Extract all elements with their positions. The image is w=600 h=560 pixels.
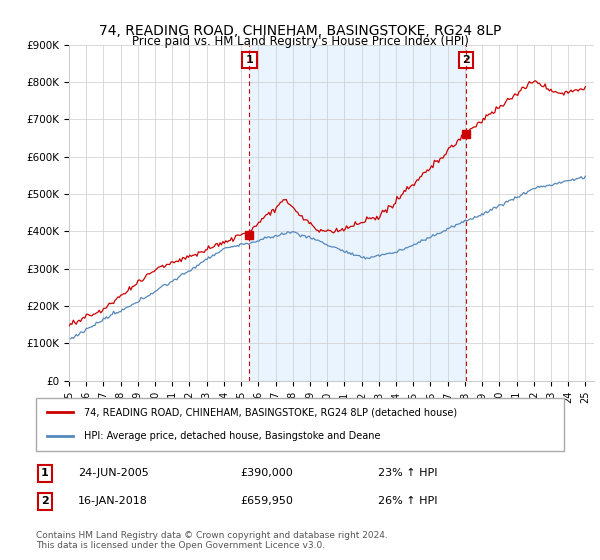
Text: 16-JAN-2018: 16-JAN-2018 xyxy=(78,496,148,506)
Text: 24-JUN-2005: 24-JUN-2005 xyxy=(78,468,149,478)
Text: 74, READING ROAD, CHINEHAM, BASINGSTOKE, RG24 8LP (detached house): 74, READING ROAD, CHINEHAM, BASINGSTOKE,… xyxy=(83,408,457,418)
Text: 1: 1 xyxy=(245,55,253,65)
Text: £390,000: £390,000 xyxy=(240,468,293,478)
Text: Price paid vs. HM Land Registry's House Price Index (HPI): Price paid vs. HM Land Registry's House … xyxy=(131,35,469,49)
Text: 26% ↑ HPI: 26% ↑ HPI xyxy=(378,496,437,506)
Text: 1: 1 xyxy=(41,468,49,478)
Text: HPI: Average price, detached house, Basingstoke and Deane: HPI: Average price, detached house, Basi… xyxy=(83,431,380,441)
Text: £659,950: £659,950 xyxy=(240,496,293,506)
FancyBboxPatch shape xyxy=(36,398,564,451)
Text: 74, READING ROAD, CHINEHAM, BASINGSTOKE, RG24 8LP: 74, READING ROAD, CHINEHAM, BASINGSTOKE,… xyxy=(99,24,501,38)
Text: Contains HM Land Registry data © Crown copyright and database right 2024.
This d: Contains HM Land Registry data © Crown c… xyxy=(36,531,388,550)
Text: 2: 2 xyxy=(41,496,49,506)
Text: 23% ↑ HPI: 23% ↑ HPI xyxy=(378,468,437,478)
Text: 2: 2 xyxy=(462,55,470,65)
